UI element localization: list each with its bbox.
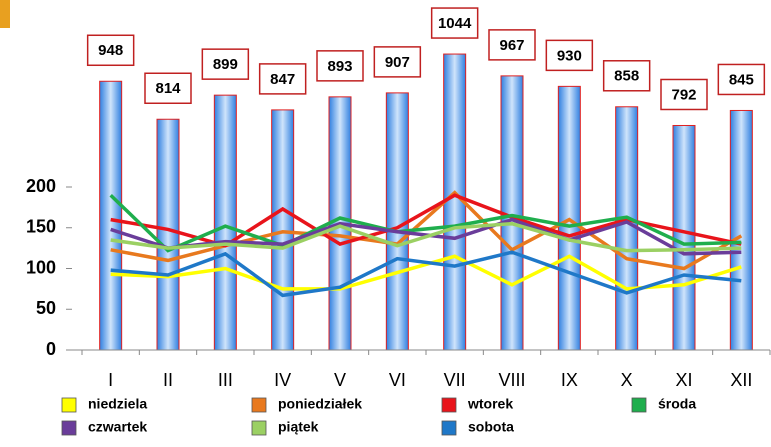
y-tick-label: 150 bbox=[26, 217, 56, 237]
x-tick-label: II bbox=[163, 370, 173, 390]
bar bbox=[214, 95, 236, 350]
bar bbox=[616, 107, 638, 350]
value-label: 847 bbox=[270, 71, 295, 88]
bar bbox=[730, 110, 752, 350]
x-tick-label: X bbox=[621, 370, 633, 390]
bar bbox=[272, 110, 294, 350]
value-label: 845 bbox=[729, 71, 754, 88]
legend-swatch bbox=[442, 421, 456, 435]
x-tick-label: I bbox=[108, 370, 113, 390]
value-label: 1044 bbox=[438, 15, 472, 32]
legend-label: poniedziałek bbox=[278, 396, 362, 412]
bar bbox=[100, 81, 122, 350]
legend-swatch bbox=[442, 398, 456, 412]
x-tick-label: VII bbox=[444, 370, 466, 390]
x-tick-label: IX bbox=[561, 370, 578, 390]
value-label: 907 bbox=[385, 54, 410, 71]
x-tick-label: IV bbox=[274, 370, 291, 390]
legend-label: czwartek bbox=[88, 419, 147, 435]
y-tick-label: 50 bbox=[36, 298, 56, 318]
x-tick-label: VI bbox=[389, 370, 406, 390]
x-tick-label: III bbox=[218, 370, 233, 390]
value-label: 814 bbox=[155, 80, 181, 97]
value-label: 792 bbox=[671, 86, 696, 103]
x-tick-label: XI bbox=[675, 370, 692, 390]
legend-swatch bbox=[252, 398, 266, 412]
legend-label: sobota bbox=[468, 419, 514, 435]
x-tick-label: VIII bbox=[498, 370, 525, 390]
legend-label: środa bbox=[658, 396, 696, 412]
value-label: 967 bbox=[499, 37, 524, 54]
value-label: 899 bbox=[213, 56, 238, 73]
x-tick-label: V bbox=[334, 370, 346, 390]
chart: 0 50 100 150 200 948 814 899 847 893 907 1044 967 930… bbox=[0, 0, 771, 442]
value-label: 893 bbox=[327, 58, 352, 75]
decoration bbox=[0, 0, 10, 28]
legend-label: wtorek bbox=[467, 396, 513, 412]
legend-label: niedziela bbox=[88, 396, 147, 412]
legend-swatch bbox=[62, 398, 76, 412]
legend-swatch bbox=[252, 421, 266, 435]
bar bbox=[673, 125, 695, 350]
legend-label: piątek bbox=[278, 419, 319, 435]
value-label: 948 bbox=[98, 42, 123, 59]
legend-swatch bbox=[632, 398, 646, 412]
value-label: 930 bbox=[557, 47, 582, 64]
y-tick-label: 0 bbox=[46, 339, 56, 359]
bar bbox=[157, 119, 179, 350]
legend-swatch bbox=[62, 421, 76, 435]
y-tick-label: 200 bbox=[26, 176, 56, 196]
x-tick-label: XII bbox=[730, 370, 752, 390]
value-label: 858 bbox=[614, 68, 639, 85]
y-tick-label: 100 bbox=[26, 257, 56, 277]
